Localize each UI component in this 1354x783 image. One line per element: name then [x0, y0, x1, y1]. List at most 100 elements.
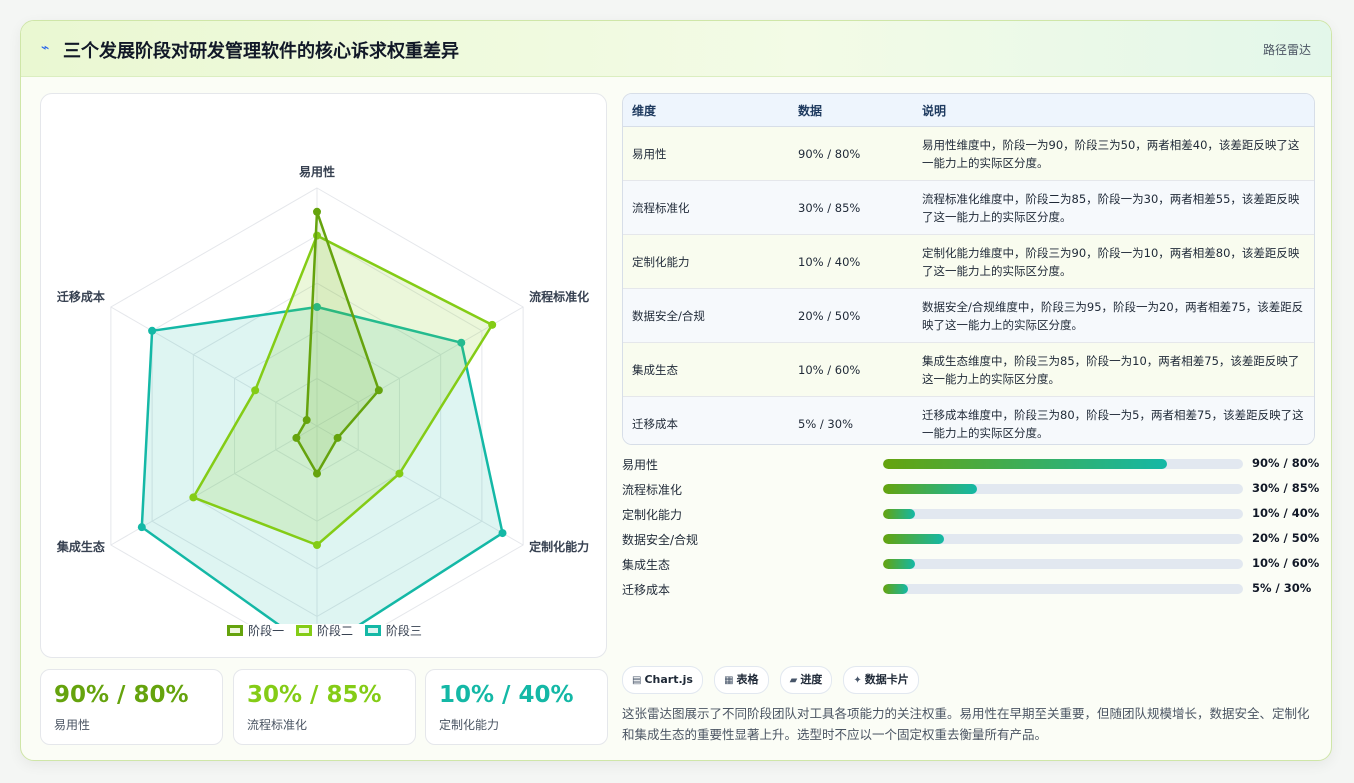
progress-label: 流程标准化	[622, 483, 683, 497]
column-header-note[interactable]: 说明	[913, 94, 1314, 127]
kpi-card-customization: 10% / 40% 定制化能力	[425, 669, 608, 745]
chip-row: ▤ Chart.js ▦ 表格 ▰ 进度 ✦ 数据卡片	[622, 666, 925, 694]
cell-data: 10% / 60%	[789, 342, 913, 397]
kpi-value: 90% / 80%	[54, 682, 189, 708]
table-row: 定制化能力 10% / 40% 定制化能力维度中，阶段三为90，阶段一为10，两…	[623, 234, 1314, 289]
progress-row: 流程标准化 30% / 85%	[622, 479, 1319, 499]
radar-point-stage3	[137, 523, 146, 532]
sparkle-icon: ✦	[853, 675, 862, 686]
cell-dimension: 数据安全/合规	[623, 288, 789, 343]
cell-data: 5% / 30%	[789, 396, 913, 444]
progress-fill	[883, 559, 916, 569]
radar-axis-label: 定制化能力	[529, 539, 589, 554]
cell-note: 易用性维度中，阶段一为90，阶段三为50，两者相差40，该差距反映了这一能力上的…	[913, 126, 1314, 181]
radar-spoke	[110, 306, 318, 427]
progress-track	[883, 484, 1243, 494]
kpi-value: 10% / 40%	[439, 682, 574, 708]
radar-point-stage1	[374, 386, 383, 395]
table-header-row: 维度 数据 说明	[623, 94, 1314, 127]
column-header-data[interactable]: 数据	[789, 94, 913, 127]
cell-dimension: 易用性	[623, 126, 789, 181]
progress-fill	[883, 484, 977, 494]
radar-point-stage2	[313, 541, 321, 549]
progress-fill	[883, 534, 945, 544]
progress-track	[883, 584, 1243, 594]
table-icon: ▦	[724, 675, 734, 686]
chip-chartjs[interactable]: ▤ Chart.js	[622, 666, 703, 694]
progress-value: 30% / 85%	[1252, 481, 1320, 495]
radar-point-stage1	[333, 433, 342, 442]
cell-data: 20% / 50%	[789, 288, 913, 343]
radar-spoke	[316, 425, 524, 546]
radar-axis-label: 集成生态	[56, 539, 105, 554]
table-row: 数据安全/合规 20% / 50% 数据安全/合规维度中，阶段三为95，阶段一为…	[623, 288, 1314, 343]
progress-row: 集成生态 10% / 60%	[622, 554, 1319, 574]
progress-label: 迁移成本	[622, 583, 671, 597]
radar-point-stage3	[148, 326, 157, 335]
page-title: 三个发展阶段对研发管理软件的核心诉求权重差异	[63, 41, 459, 62]
table-row: 集成生态 10% / 60% 集成生态维度中，阶段三为85，阶段一为10，两者相…	[623, 342, 1314, 397]
radar-point-stage2	[395, 469, 404, 478]
radar-chart: 易用性流程标准化定制化能力数据安全/合规集成生态迁移成本	[56, 164, 589, 624]
cell-dimension: 流程标准化	[623, 180, 789, 235]
chart-description: 这张雷达图展示了不同阶段团队对工具各项能力的关注权重。易用性在早期至关重要，但随…	[622, 706, 1310, 742]
radar-point-stage2	[251, 386, 260, 395]
radar-chart-panel: 易用性流程标准化定制化能力数据安全/合规集成生态迁移成本 阶段一 阶段二 阶段三	[40, 93, 607, 658]
chip-table[interactable]: ▦ 表格	[714, 666, 769, 694]
progress-row: 易用性 90% / 80%	[622, 454, 1319, 474]
radar-point-stage3	[457, 338, 466, 347]
cell-note: 集成生态维度中，阶段三为85，阶段一为10，两者相差75，该差距反映了这一能力上…	[913, 342, 1314, 397]
radar-point-stage2	[488, 320, 497, 329]
cell-note: 数据安全/合规维度中，阶段三为95，阶段一为20，两者相差75，该差距反映了这一…	[913, 288, 1314, 343]
radar-point-stage1	[313, 469, 321, 478]
progress-label: 数据安全/合规	[622, 533, 699, 547]
legend-swatch-stage3	[364, 625, 381, 636]
radar-point-stage1	[313, 207, 321, 216]
progress-label: 集成生态	[622, 558, 671, 572]
progress-track	[883, 509, 1243, 519]
legend-label-stage1: 阶段一	[248, 624, 285, 638]
chip-label: 进度	[800, 673, 823, 686]
chip-data-card[interactable]: ✦ 数据卡片	[843, 666, 919, 694]
progress-value: 10% / 60%	[1252, 556, 1320, 570]
legend-label-stage3: 阶段三	[385, 624, 422, 638]
cell-dimension: 迁移成本	[623, 396, 789, 444]
kpi-label: 流程标准化	[247, 718, 308, 732]
radar-point-stage1	[292, 433, 301, 442]
progress-track	[883, 559, 1243, 569]
header: ⌁ 三个发展阶段对研发管理软件的核心诉求权重差异 路径雷达	[21, 21, 1331, 77]
chip-progress[interactable]: ▰ 进度	[779, 666, 833, 694]
cell-note: 迁移成本维度中，阶段三为80，阶段一为5，两者相差75，该差距反映了这一能力上的…	[913, 396, 1314, 444]
progress-value: 20% / 50%	[1252, 531, 1320, 545]
kpi-label: 定制化能力	[439, 718, 500, 732]
cell-note: 定制化能力维度中，阶段三为90，阶段一为10，两者相差80，该差距反映了这一能力…	[913, 234, 1314, 289]
cell-data: 30% / 85%	[789, 180, 913, 235]
cell-dimension: 定制化能力	[623, 234, 789, 289]
header-tag: 路径雷达	[1262, 43, 1311, 57]
legend-item-stage1[interactable]: 阶段一	[227, 622, 284, 639]
progress-track	[883, 534, 1243, 544]
cell-data: 90% / 80%	[789, 126, 913, 181]
progress-value: 10% / 40%	[1252, 506, 1320, 520]
legend-item-stage2[interactable]: 阶段二	[295, 622, 353, 639]
progress-row: 数据安全/合规 20% / 50%	[622, 529, 1319, 549]
table-row: 迁移成本 5% / 30% 迁移成本维度中，阶段三为80，阶段一为5，两者相差7…	[623, 396, 1314, 444]
radar-point-stage3	[313, 303, 321, 311]
kpi-card-usability: 90% / 80% 易用性	[40, 669, 223, 745]
chart-icon: ▤	[632, 675, 642, 686]
radar-point-stage3	[498, 529, 507, 538]
progress-row: 定制化能力 10% / 40%	[622, 504, 1319, 524]
progress-label: 易用性	[622, 458, 659, 472]
radar-point-stage2	[189, 493, 198, 502]
legend-item-stage3[interactable]: 阶段三	[364, 622, 422, 639]
data-table: 维度 数据 说明 易用性 90% / 80% 易用性维度中，阶段一为90，阶段三…	[622, 93, 1315, 445]
table-row: 流程标准化 30% / 85% 流程标准化维度中，阶段二为85，阶段一为30，两…	[623, 180, 1314, 235]
progress-track	[883, 459, 1243, 469]
column-header-dimension[interactable]: 维度	[623, 94, 789, 127]
legend-label-stage2: 阶段二	[316, 624, 353, 638]
table-row: 易用性 90% / 80% 易用性维度中，阶段一为90，阶段三为50，两者相差4…	[623, 126, 1314, 181]
chart-legend: 阶段一 阶段二 阶段三	[41, 622, 608, 639]
kpi-label: 易用性	[54, 718, 91, 732]
pulse-icon: ⌁	[41, 40, 50, 56]
radar-point-stage1	[302, 416, 311, 425]
